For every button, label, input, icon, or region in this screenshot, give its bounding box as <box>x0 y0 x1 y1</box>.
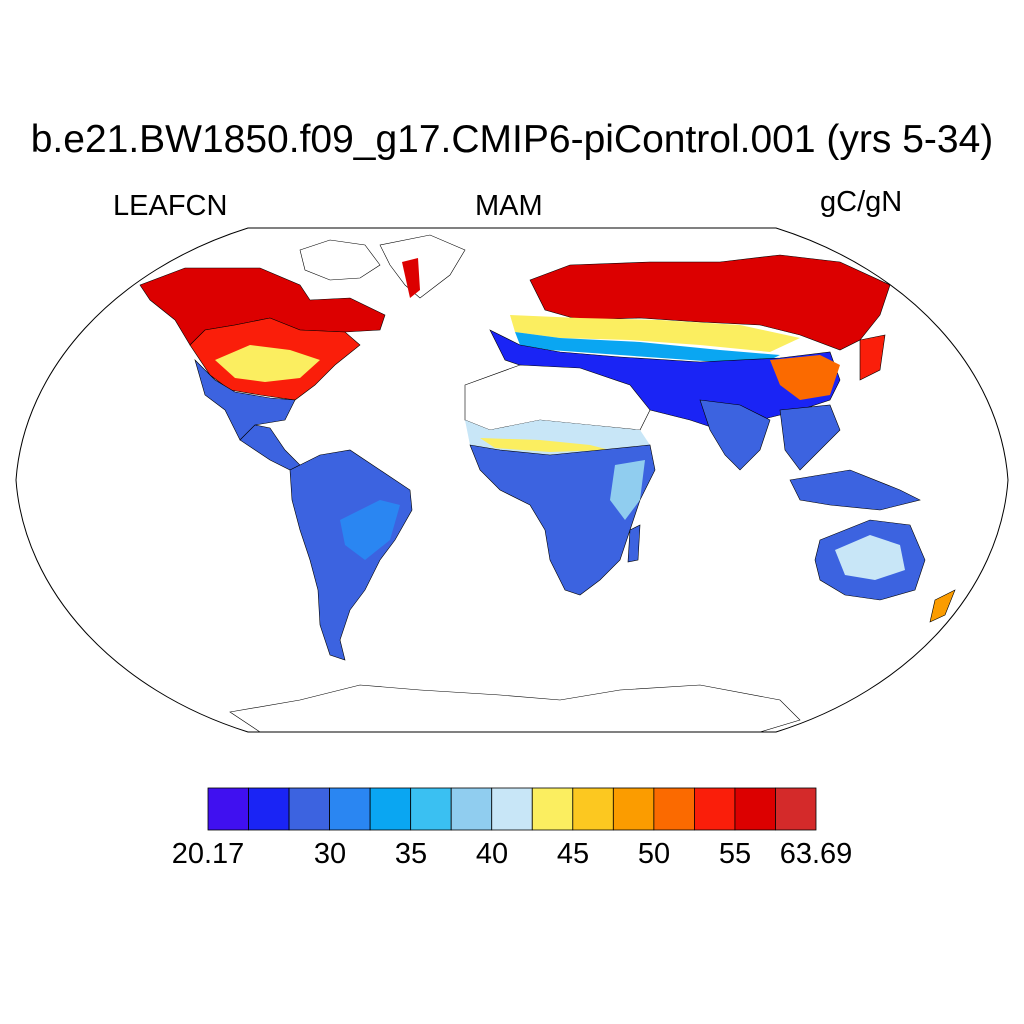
africa-east-highlands <box>610 460 645 520</box>
southeast-asia <box>779 404 841 471</box>
greenland <box>379 234 466 299</box>
colorbar-swatch <box>694 787 736 831</box>
indonesia <box>789 469 921 511</box>
colorbar-swatch <box>329 787 371 831</box>
colorbar-swatch <box>531 787 574 831</box>
colorbar-swatch <box>369 787 412 831</box>
colorbar-swatch <box>410 787 452 831</box>
greenland-coast <box>402 258 420 298</box>
africa-sahel-yellow <box>480 438 610 452</box>
colorbar-swatch <box>572 787 614 831</box>
units-label: gC/gN <box>820 186 903 218</box>
colorbar-label-55: 55 <box>718 838 752 870</box>
north-america-south <box>194 358 296 441</box>
colorbar-label-max: 63.69 <box>779 838 853 870</box>
eurasia-boreal-band-2 <box>515 332 780 365</box>
variable-label: LEAFCN <box>113 190 228 222</box>
globe-outline <box>15 227 1009 733</box>
colorbar-swatch <box>288 787 331 831</box>
season-label: MAM <box>475 190 543 222</box>
colorbar-label-30: 30 <box>313 838 347 870</box>
colorbar-label-45: 45 <box>556 838 590 870</box>
colorbar-swatch <box>775 787 817 831</box>
south-america-east <box>340 500 400 560</box>
east-asia-transition <box>770 355 840 400</box>
colorbar-label-min: 20.17 <box>171 838 245 870</box>
colorbar-swatch <box>207 787 249 831</box>
canadian-islands <box>299 239 381 281</box>
india <box>699 399 771 471</box>
madagascar <box>627 524 641 563</box>
colorbar-label-35: 35 <box>394 838 428 870</box>
eurasia-boreal-band <box>510 315 800 352</box>
colorbar-swatch <box>734 787 776 831</box>
new-zealand <box>929 589 956 623</box>
colorbar-swatch <box>248 787 290 831</box>
africa-central-south <box>469 444 656 596</box>
colorbar-label-40: 40 <box>475 838 509 870</box>
colorbar-swatch <box>450 787 493 831</box>
colorbar-swatch <box>653 787 695 831</box>
north-america-transition <box>215 345 320 382</box>
antarctica <box>229 684 801 732</box>
japan <box>859 334 886 381</box>
plot-title: b.e21.BW1850.f09_g17.CMIP6-piControl.001… <box>30 118 994 161</box>
colorbar-label-50: 50 <box>637 838 671 870</box>
australia-interior <box>835 535 905 580</box>
colorbar-swatch <box>612 787 655 831</box>
colorbar-swatch <box>491 787 533 831</box>
